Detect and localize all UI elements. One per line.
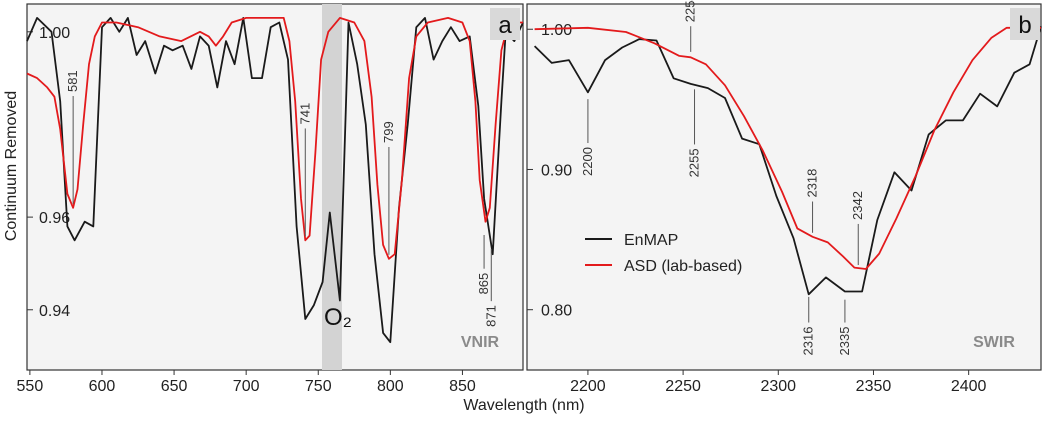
panel-a-letter: a (498, 12, 512, 39)
x-tick-label: 2350 (856, 378, 892, 395)
y-tick-label: 0.90 (541, 162, 572, 179)
annotation-label: 865 (476, 273, 491, 295)
x-tick-label: 2200 (570, 378, 606, 395)
panel-b-letter-box (1010, 8, 1040, 40)
annotation-label: 741 (297, 103, 312, 125)
annotation-label: 581 (65, 70, 80, 92)
annotation-label: 871 (483, 305, 498, 327)
annotation-label: 2200 (580, 147, 595, 176)
x-tick-label: 2250 (665, 378, 701, 395)
annotation-label: 2316 (801, 327, 816, 356)
x-tick-label: 600 (89, 378, 116, 395)
y-tick-label: 0.80 (541, 303, 572, 320)
annotation-label: 2255 (687, 148, 702, 177)
y-tick-label: 1.00 (39, 25, 70, 42)
panel-a-plot-layer: 550 600 650 700 750 800 850 0.94 0.96 1.00 581 741 7… (17, 17, 524, 395)
vnir-label: VNIR (461, 334, 500, 351)
x-tick-label: 800 (377, 378, 404, 395)
panel-a-letter-box (490, 8, 520, 40)
panel-a: 550 600 650 700 750 800 850 0.94 0.96 1.00 581 741 7… (17, 3, 524, 395)
y-axis-title: Continuum Removed (3, 91, 20, 241)
swir-label: SWIR (973, 334, 1015, 351)
series-line-enmap (26, 17, 524, 344)
panel-a-frame (26, 3, 524, 371)
legend-enmap-label: EnMAP (624, 232, 678, 249)
x-tick-label: 2300 (760, 378, 796, 395)
o2-label: O₂ (324, 304, 352, 331)
annotation-label: 2342 (850, 191, 865, 220)
annotation-label: 2335 (837, 327, 852, 356)
annotation-label: 2254 (683, 0, 698, 22)
legend: EnMAP ASD (lab-based) (585, 232, 742, 275)
x-tick-label: 550 (17, 378, 44, 395)
panel-b-frame (526, 3, 1042, 371)
series-line-asd (534, 26, 1041, 270)
y-tick-label: 0.94 (39, 303, 70, 320)
annotation-label: 2318 (805, 169, 820, 198)
y-tick-label: 0.96 (39, 210, 70, 227)
x-tick-label: 850 (449, 378, 476, 395)
y-tick-label: 1.00 (541, 22, 572, 39)
panel-b-plot-layer: 2200 2250 2300 2350 2400 0.80 0.90 1.00 2254 2200… (527, 0, 1042, 395)
x-tick-label: 700 (233, 378, 260, 395)
annotation-label: 799 (381, 121, 396, 143)
legend-asd-label: ASD (lab-based) (624, 258, 742, 275)
panel-b: 2200 2250 2300 2350 2400 0.80 0.90 1.00 2254 2200… (526, 0, 1042, 395)
series-line-asd (26, 17, 523, 260)
x-tick-label: 2400 (951, 378, 987, 395)
panel-b-letter: b (1018, 12, 1031, 39)
series-line-enmap (533, 26, 1042, 296)
x-tick-label: 750 (305, 378, 332, 395)
x-axis-title: Wavelength (nm) (463, 397, 584, 414)
x-tick-label: 650 (161, 378, 188, 395)
